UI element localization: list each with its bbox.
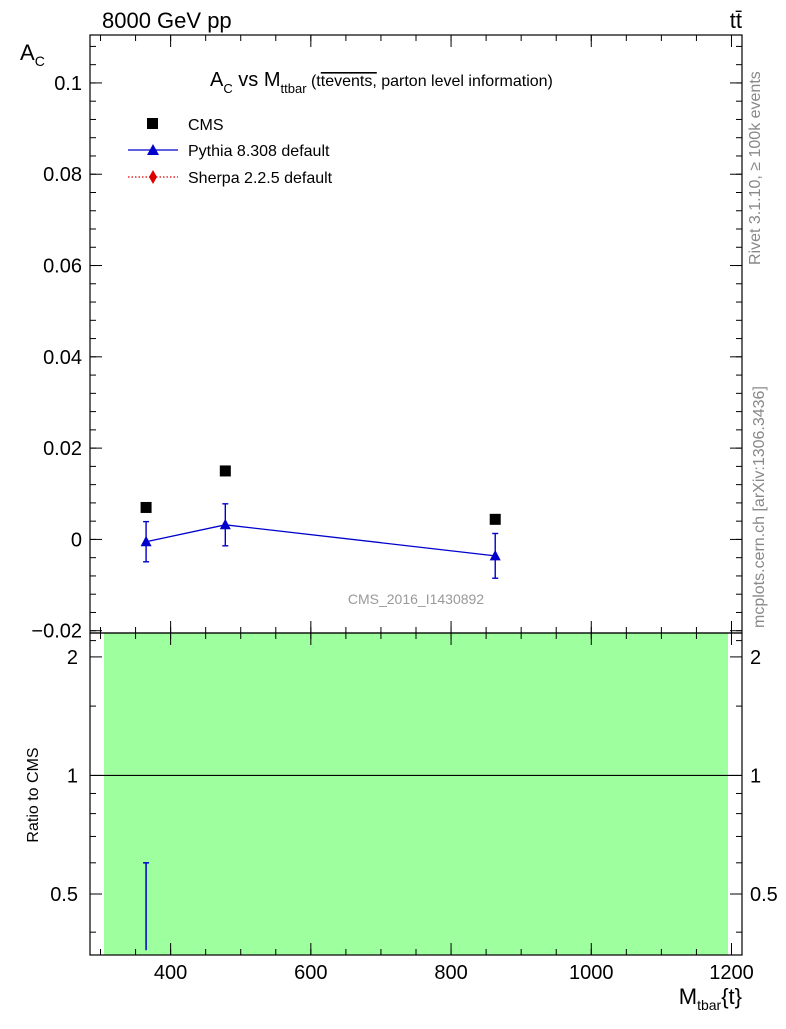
main-y-tick-label: 0.04: [43, 347, 82, 369]
ratio-y-tick-label-right: 1: [750, 765, 761, 787]
pythia-point: [140, 535, 152, 547]
legend: CMS Pythia 8.308 default Sherpa 2.2.5 de…: [128, 117, 333, 187]
x-tick-label: 1200: [709, 962, 754, 984]
ratio-y-tick-label-right: 2: [750, 647, 761, 669]
legend-pythia-marker: [147, 144, 159, 155]
legend-sherpa-marker: [149, 170, 157, 184]
ratio-y-tick-label: 2: [67, 647, 78, 669]
mcplots-side-label: mcplots.cern.ch [arXiv:1306.3436]: [751, 386, 768, 628]
watermark-label: CMS_2016_I1430892: [348, 591, 484, 607]
pythia-point: [219, 518, 231, 530]
cms-point: [489, 513, 501, 525]
ratio-y-tick-label-right: 0.5: [750, 884, 778, 906]
x-axis-label: Mtbar{t}: [679, 984, 742, 1013]
ratio-uncertainty-band: [104, 633, 728, 955]
x-tick-label: 400: [154, 962, 187, 984]
x-tick-label: 1000: [569, 962, 614, 984]
ratio-y-tick-label: 1: [67, 765, 78, 787]
process-label: tt̄: [730, 8, 742, 33]
main-y-tick-label: 0.1: [54, 73, 82, 95]
ratio-y-axis-label: Ratio to CMS: [25, 747, 42, 842]
main-chart-title: AC vs Mttbar (ttevents, parton level inf…: [210, 69, 553, 96]
legend-cms-marker: [147, 118, 158, 129]
pythia-point: [489, 549, 501, 561]
legend-cms-label: CMS: [188, 117, 224, 134]
main-y-tick-label: −0.02: [31, 621, 82, 643]
main-y-tick-label: 0.02: [43, 438, 82, 460]
main-y-tick-label: 0.06: [43, 256, 82, 278]
energy-label: 8000 GeV pp: [102, 8, 232, 33]
x-tick-label: 600: [294, 962, 327, 984]
legend-pythia-label: Pythia 8.308 default: [188, 143, 330, 160]
rivet-side-label: Rivet 3.1.10, ≥ 100k events: [747, 71, 764, 265]
main-y-tick-label: 0.08: [43, 164, 82, 186]
x-tick-label: 800: [434, 962, 467, 984]
cms-point: [219, 465, 231, 477]
legend-sherpa-label: Sherpa 2.2.5 default: [188, 170, 333, 187]
main-y-tick-label: 0: [71, 529, 82, 551]
pythia-series-line: [145, 524, 496, 557]
ratio-y-tick-label: 0.5: [50, 884, 78, 906]
main-y-axis-label: AC: [20, 40, 45, 69]
cms-point: [140, 501, 152, 513]
